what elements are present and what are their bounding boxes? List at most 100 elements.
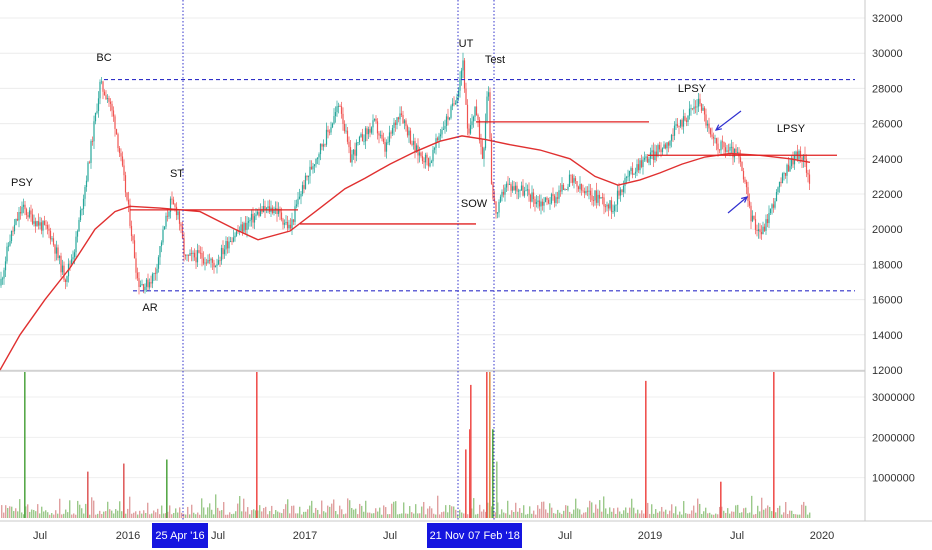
candle-body [177,211,179,216]
volume-bar [113,513,115,518]
candle-body [351,154,353,163]
candle-body [408,130,410,136]
candle-body [403,120,406,124]
volume-bar [571,513,573,518]
candle-body [496,212,499,214]
candle-body [597,194,599,203]
candle-body [277,208,280,215]
candle-body [382,138,385,142]
candle-body [489,92,491,139]
volume-bar [29,511,31,518]
candle-body [120,153,122,157]
candle-body [454,103,457,104]
candle-body [142,284,145,291]
candle-body [267,206,269,209]
candle-body [519,190,521,191]
candle-body [40,222,43,231]
price-tick-label: 16000 [872,295,903,307]
volume-bar [657,512,659,518]
volume-axis-ticks: 3000000 2000000 1000000 [872,392,915,485]
volume-bar [51,513,53,518]
volume-bar [257,510,259,518]
candle-body [772,204,775,208]
volume-bar [349,500,351,518]
candle-body [726,150,728,152]
candle-body [633,173,635,175]
candle-body [567,186,569,190]
volume-bar [63,513,65,518]
volume-bar [111,510,113,518]
candle-body [57,247,59,259]
candle-body [58,255,61,259]
volume-bar [101,514,103,518]
candle-body [304,175,307,189]
volume-bar [419,513,421,518]
volume-bar [603,496,605,518]
candle-body [306,175,308,178]
volume-bar [57,513,59,518]
volume-bar [295,513,297,518]
volume-bar [167,511,169,518]
candle-body [334,112,337,117]
candle-body [235,231,238,236]
candle-body [108,98,110,102]
volume-bar [243,498,245,518]
volume-bar [709,512,711,518]
volume-spike-bar [645,380,647,518]
volume-bar [319,514,321,518]
candle-body [610,200,613,213]
volume-bar [159,514,161,518]
volume-bar [405,513,407,518]
candle-body [9,240,11,246]
candle-body [475,106,478,115]
highlight-date-label: 07 Feb '18 [468,530,520,542]
volume-bar [669,510,671,518]
candle-body [564,189,566,190]
volume-bar [31,509,33,518]
candle-body [69,263,71,265]
candle-body [330,127,332,133]
volume-bar [265,506,267,518]
volume-bar [577,508,579,518]
volume-bar [441,512,443,518]
volume-bar [53,514,55,518]
candle-body [364,128,367,142]
candle-body [147,279,149,288]
candle-body [547,199,550,204]
volume-bar [233,513,235,518]
volume-bar [385,507,387,518]
candle-body [295,204,298,207]
candle-body [426,154,428,158]
candle-body [789,166,791,172]
volume-bar [591,502,593,518]
candle-body [168,211,170,217]
candle-body [370,127,373,133]
time-tick-label: Jul [383,530,397,542]
volume-bar [659,511,661,518]
volume-spike-bar [123,463,125,518]
candle-body [559,190,562,192]
candle-body [333,116,335,124]
candle-body [672,134,674,136]
volume-bar [705,507,707,518]
candle-body [727,150,730,152]
candle-body [774,201,776,208]
volume-bar [641,510,643,518]
volume-bar [529,506,531,518]
candle-body [432,149,434,162]
volume-bar [313,512,315,518]
volume-bar [735,505,737,518]
volume-bar [447,512,449,518]
candle-body [175,206,178,216]
candle-body [315,159,317,165]
candle-body [342,113,344,124]
candle-body [804,154,806,160]
candle-body [535,202,538,204]
candle-body [580,183,583,191]
volume-spike-bar [470,384,472,518]
volume-spike-bar [720,481,722,518]
candle-body [187,254,190,256]
candle-body [357,142,359,143]
volume-bar [739,512,741,518]
